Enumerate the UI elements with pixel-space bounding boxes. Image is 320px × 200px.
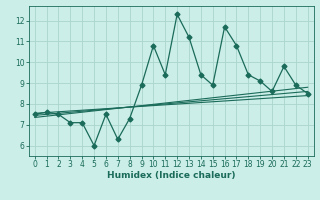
- X-axis label: Humidex (Indice chaleur): Humidex (Indice chaleur): [107, 171, 236, 180]
